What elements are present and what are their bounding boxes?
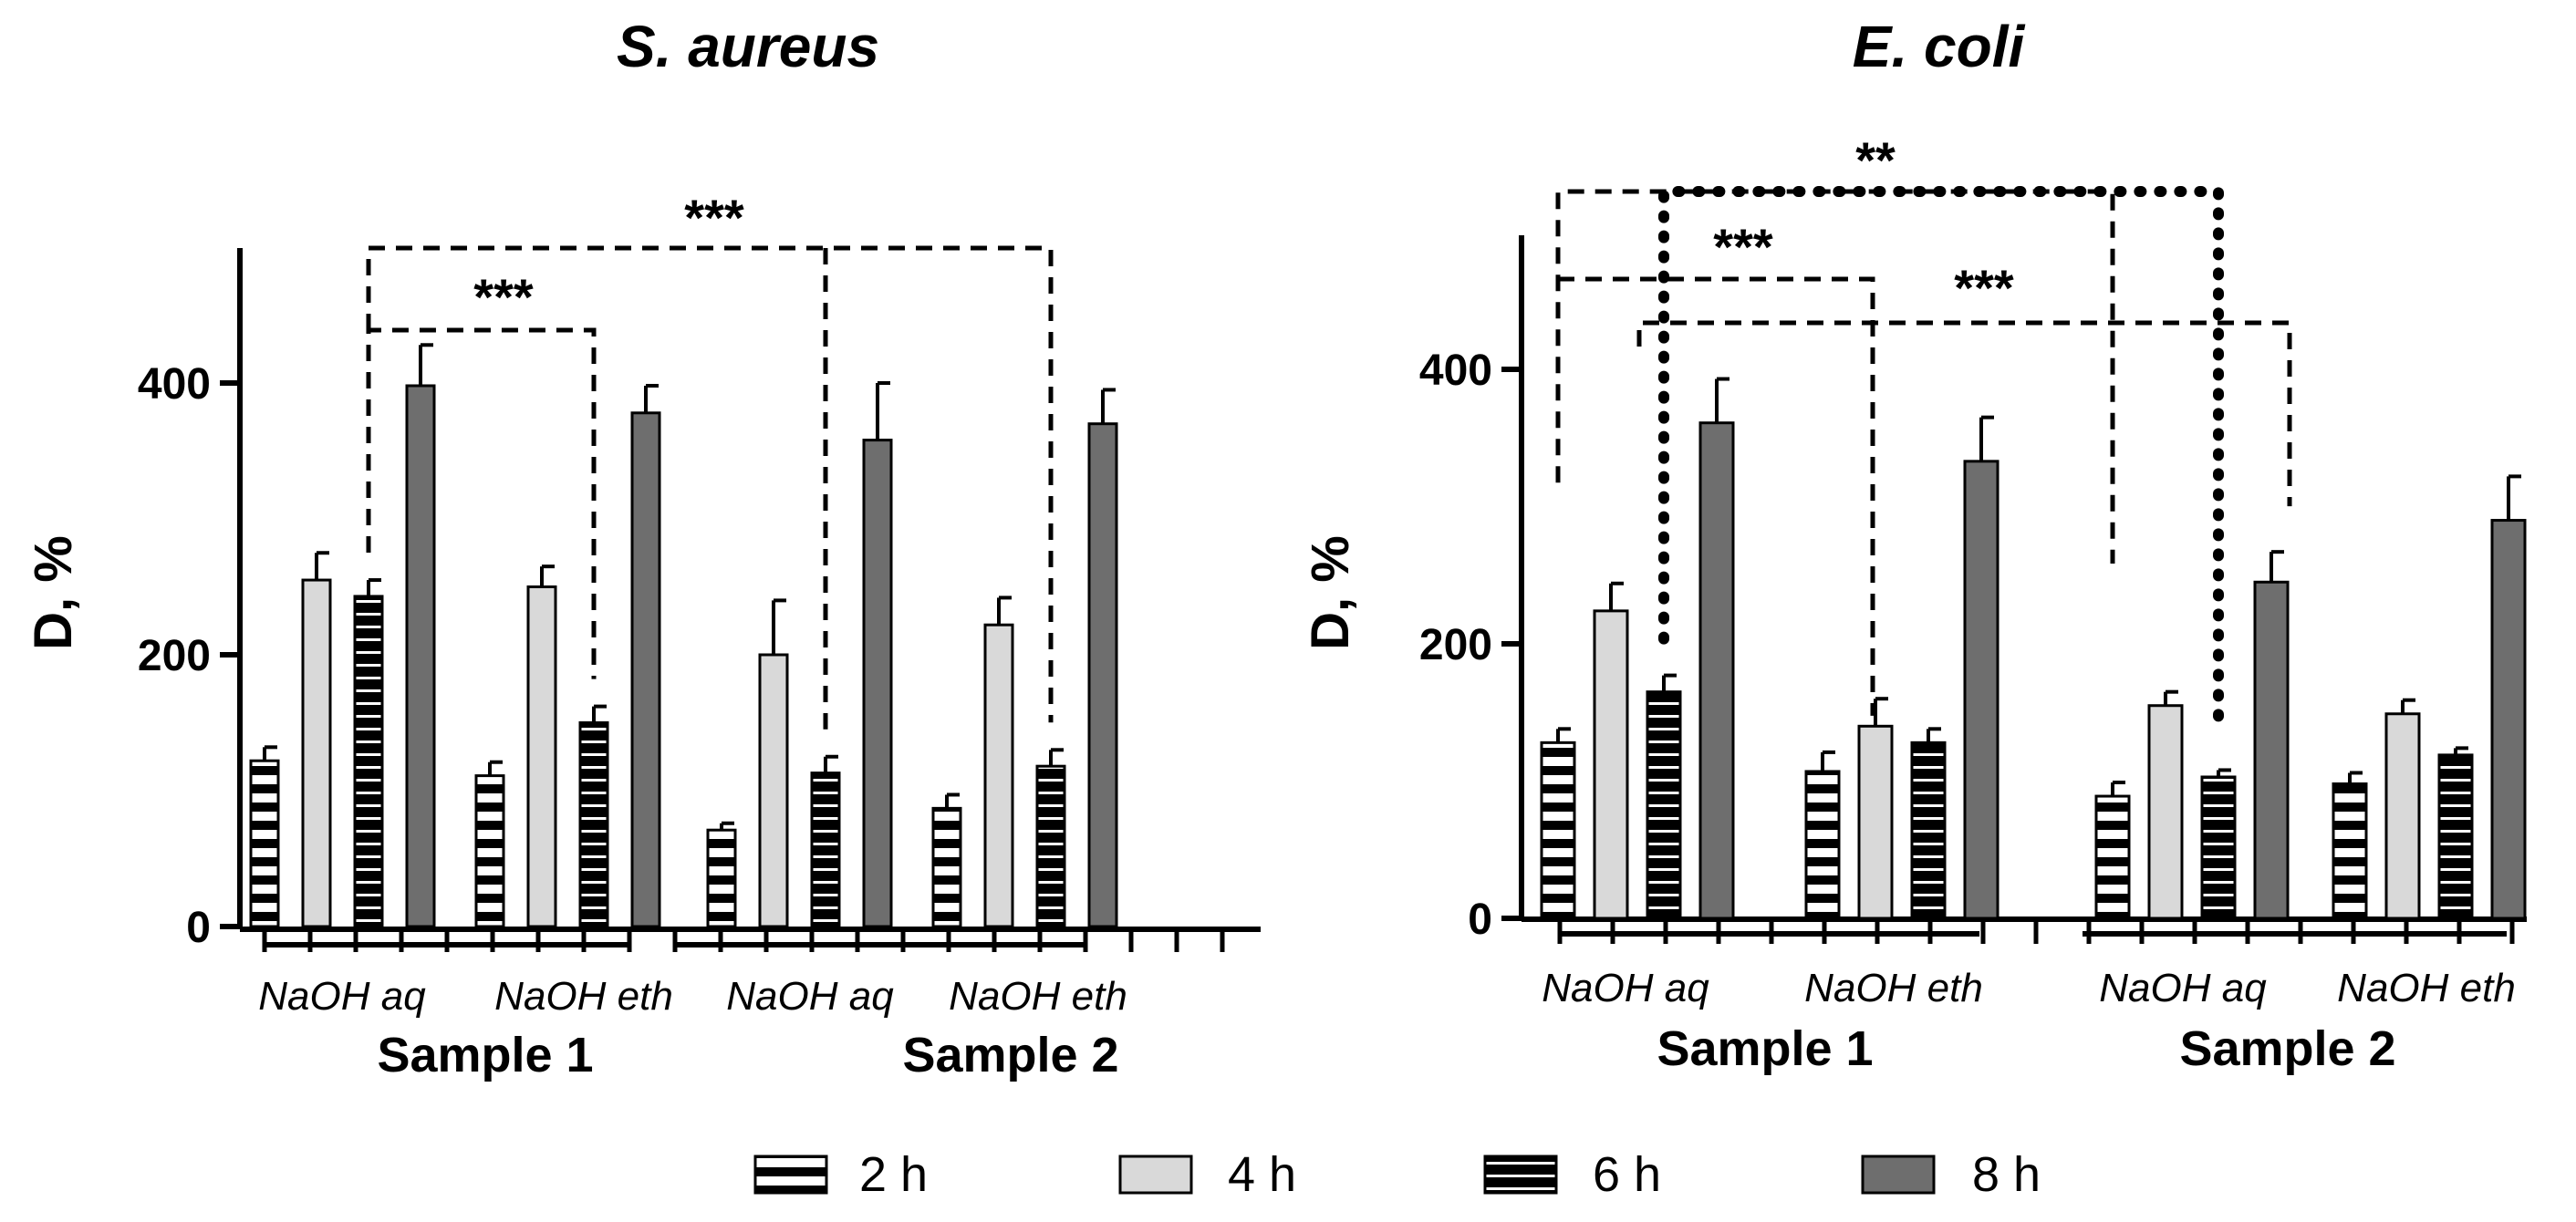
y-tick-label: 400: [138, 360, 211, 409]
y-tick-label: 400: [1419, 347, 1492, 395]
category-label: NaOH aq: [1542, 966, 1709, 1010]
significance-label: ***: [473, 268, 534, 326]
bar-6h-2: [2200, 775, 2237, 920]
y-tick-label: 200: [138, 632, 211, 680]
significance-bracket: [1658, 186, 2224, 740]
bar-2h-1: [1804, 770, 1841, 920]
y-tick-label: 200: [1419, 621, 1492, 669]
panel-s-aureus: S. aureus D, % 0 200 400 *** *** NaOH aq N…: [24, 14, 1261, 1082]
significance-bracket: [366, 245, 1054, 723]
y-tick-label: 0: [1468, 896, 1492, 944]
group-label: Sample 2: [902, 1028, 1118, 1082]
bar-8h-2: [862, 439, 893, 928]
bar-4h-0: [301, 578, 332, 928]
category-label: NaOH eth: [2337, 966, 2516, 1010]
bar-4h-2: [2147, 704, 2184, 920]
bar-6h-1: [578, 721, 609, 928]
bar-4h-1: [1857, 724, 1894, 920]
category-label: NaOH eth: [949, 974, 1127, 1019]
bar-8h-3: [2490, 519, 2527, 920]
bar-8h-3: [1087, 422, 1118, 928]
bar-6h-3: [2437, 753, 2474, 920]
bar-2h-1: [474, 774, 505, 928]
legend-label: 6 h: [1593, 1147, 1661, 1202]
bar-8h-2: [2253, 580, 2290, 920]
bar-8h-1: [630, 411, 661, 928]
bar-4h-2: [758, 653, 789, 928]
bar-6h-0: [353, 595, 384, 928]
bar-6h-0: [1646, 690, 1682, 920]
bar-6h-1: [1910, 740, 1947, 920]
bar-4h-1: [526, 585, 557, 928]
bar-2h-2: [706, 828, 737, 928]
legend: 2 h 4 h 6 h 8 h: [753, 1147, 2041, 1202]
category-label: NaOH aq: [726, 974, 894, 1019]
significance-label: ***: [684, 189, 744, 246]
significance-bracket: [366, 327, 597, 679]
category-label: NaOH eth: [494, 974, 673, 1019]
significance-bracket: [1555, 189, 2115, 564]
bar-4h-3: [2384, 712, 2421, 920]
bar-2h-2: [2094, 794, 2131, 920]
category-label: NaOH eth: [1804, 966, 1983, 1010]
chart-title-e-coli: E. coli: [1853, 14, 2026, 79]
legend-swatch-8h: [1861, 1155, 1936, 1195]
bar-2h-0: [1540, 740, 1576, 920]
significance-label: **: [1855, 131, 1896, 189]
y-axis-label-e-coli: D, %: [1301, 535, 1360, 650]
bar-4h-3: [983, 623, 1014, 928]
bar-4h-0: [1593, 609, 1629, 920]
y-axis-label-s-aureus: D, %: [24, 535, 83, 650]
group-label: Sample 2: [2179, 1021, 2395, 1076]
group-label: Sample 1: [377, 1028, 593, 1082]
category-label: NaOH aq: [258, 974, 426, 1019]
legend-swatch-6h: [1483, 1155, 1558, 1195]
group-label: Sample 1: [1657, 1021, 1873, 1076]
legend-label: 8 h: [1972, 1147, 2041, 1202]
significance-label: ***: [1954, 259, 2014, 316]
bar-2h-0: [249, 759, 280, 928]
legend-label: 2 h: [859, 1147, 928, 1202]
bar-8h-1: [1963, 460, 2000, 920]
legend-label: 4 h: [1228, 1147, 1296, 1202]
bar-6h-2: [810, 772, 841, 928]
chart-title-s-aureus: S. aureus: [617, 14, 879, 79]
category-label: NaOH aq: [2099, 966, 2267, 1010]
bar-8h-0: [1698, 421, 1735, 920]
bar-2h-3: [2332, 782, 2368, 920]
significance-bracket: [1558, 276, 1875, 716]
legend-swatch-4h: [1118, 1155, 1193, 1195]
bar-6h-3: [1035, 764, 1066, 928]
y-tick-label: 0: [186, 904, 211, 952]
significance-bracket: [1636, 320, 2292, 507]
legend-swatch-2h: [753, 1155, 828, 1195]
significance-label: ***: [1713, 218, 1773, 275]
bar-8h-0: [405, 384, 436, 928]
bar-2h-3: [931, 806, 962, 928]
